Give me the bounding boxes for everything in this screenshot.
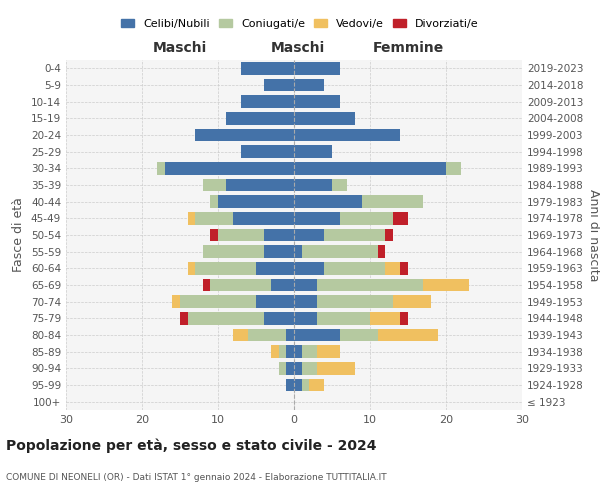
Text: Popolazione per età, sesso e stato civile - 2024: Popolazione per età, sesso e stato civil… (6, 438, 377, 453)
Text: COMUNE DI NEONELI (OR) - Dati ISTAT 1° gennaio 2024 - Elaborazione TUTTITALIA.IT: COMUNE DI NEONELI (OR) - Dati ISTAT 1° g… (6, 473, 386, 482)
Bar (294, 162, 446, 174)
Bar (294, 212, 340, 224)
Bar (218, 196, 294, 208)
Bar (233, 212, 294, 224)
Text: Femmine: Femmine (373, 41, 443, 55)
Bar (294, 78, 325, 91)
Bar (302, 246, 377, 258)
Bar (241, 96, 294, 108)
Bar (446, 162, 461, 174)
Bar (211, 279, 271, 291)
Bar (233, 329, 248, 341)
Bar (286, 379, 294, 391)
Bar (385, 262, 400, 274)
Bar (393, 296, 431, 308)
Bar (211, 196, 218, 208)
Bar (294, 329, 340, 341)
Bar (340, 329, 377, 341)
Bar (400, 312, 408, 324)
Bar (393, 212, 408, 224)
Bar (211, 229, 218, 241)
Bar (157, 162, 165, 174)
Bar (286, 329, 294, 341)
Bar (340, 212, 393, 224)
Bar (302, 379, 309, 391)
Bar (294, 62, 340, 74)
Bar (332, 179, 347, 191)
Y-axis label: Anni di nascita: Anni di nascita (587, 188, 600, 281)
Bar (400, 262, 408, 274)
Legend: Celibi/Nubili, Coniugati/e, Vedovi/e, Divorziati/e: Celibi/Nubili, Coniugati/e, Vedovi/e, Di… (118, 16, 482, 32)
Bar (325, 229, 385, 241)
Bar (317, 279, 423, 291)
Bar (325, 262, 385, 274)
Bar (294, 229, 325, 241)
Bar (317, 362, 355, 374)
Bar (294, 112, 355, 124)
Bar (294, 279, 317, 291)
Bar (226, 179, 294, 191)
Bar (294, 96, 340, 108)
Bar (195, 262, 256, 274)
Bar (362, 196, 423, 208)
Bar (286, 362, 294, 374)
Bar (165, 162, 294, 174)
Text: Maschi: Maschi (153, 41, 207, 55)
Bar (317, 312, 370, 324)
Bar (317, 296, 393, 308)
Bar (302, 346, 317, 358)
Bar (423, 279, 469, 291)
Bar (294, 262, 325, 274)
Bar (279, 362, 286, 374)
Bar (203, 246, 263, 258)
Bar (294, 362, 302, 374)
Y-axis label: Fasce di età: Fasce di età (13, 198, 25, 272)
Bar (263, 78, 294, 91)
Bar (370, 312, 400, 324)
Bar (180, 312, 188, 324)
Text: Maschi: Maschi (271, 41, 325, 55)
Bar (317, 346, 340, 358)
Bar (188, 262, 195, 274)
Bar (309, 379, 325, 391)
Bar (256, 262, 294, 274)
Bar (188, 312, 263, 324)
Bar (294, 379, 302, 391)
Bar (203, 279, 211, 291)
Bar (263, 229, 294, 241)
Bar (195, 212, 233, 224)
Bar (263, 246, 294, 258)
Bar (286, 346, 294, 358)
Bar (180, 296, 256, 308)
Bar (241, 62, 294, 74)
Bar (203, 179, 226, 191)
Bar (294, 146, 332, 158)
Bar (172, 296, 180, 308)
Bar (294, 246, 302, 258)
Bar (302, 362, 317, 374)
Bar (226, 112, 294, 124)
Bar (279, 346, 286, 358)
Bar (377, 329, 439, 341)
Bar (256, 296, 294, 308)
Bar (294, 179, 332, 191)
Bar (294, 196, 362, 208)
Bar (385, 229, 393, 241)
Bar (218, 229, 263, 241)
Bar (294, 312, 317, 324)
Bar (294, 128, 400, 141)
Bar (241, 146, 294, 158)
Bar (248, 329, 286, 341)
Bar (377, 246, 385, 258)
Bar (271, 346, 279, 358)
Bar (294, 296, 317, 308)
Bar (271, 279, 294, 291)
Bar (195, 128, 294, 141)
Bar (188, 212, 195, 224)
Bar (263, 312, 294, 324)
Bar (294, 346, 302, 358)
